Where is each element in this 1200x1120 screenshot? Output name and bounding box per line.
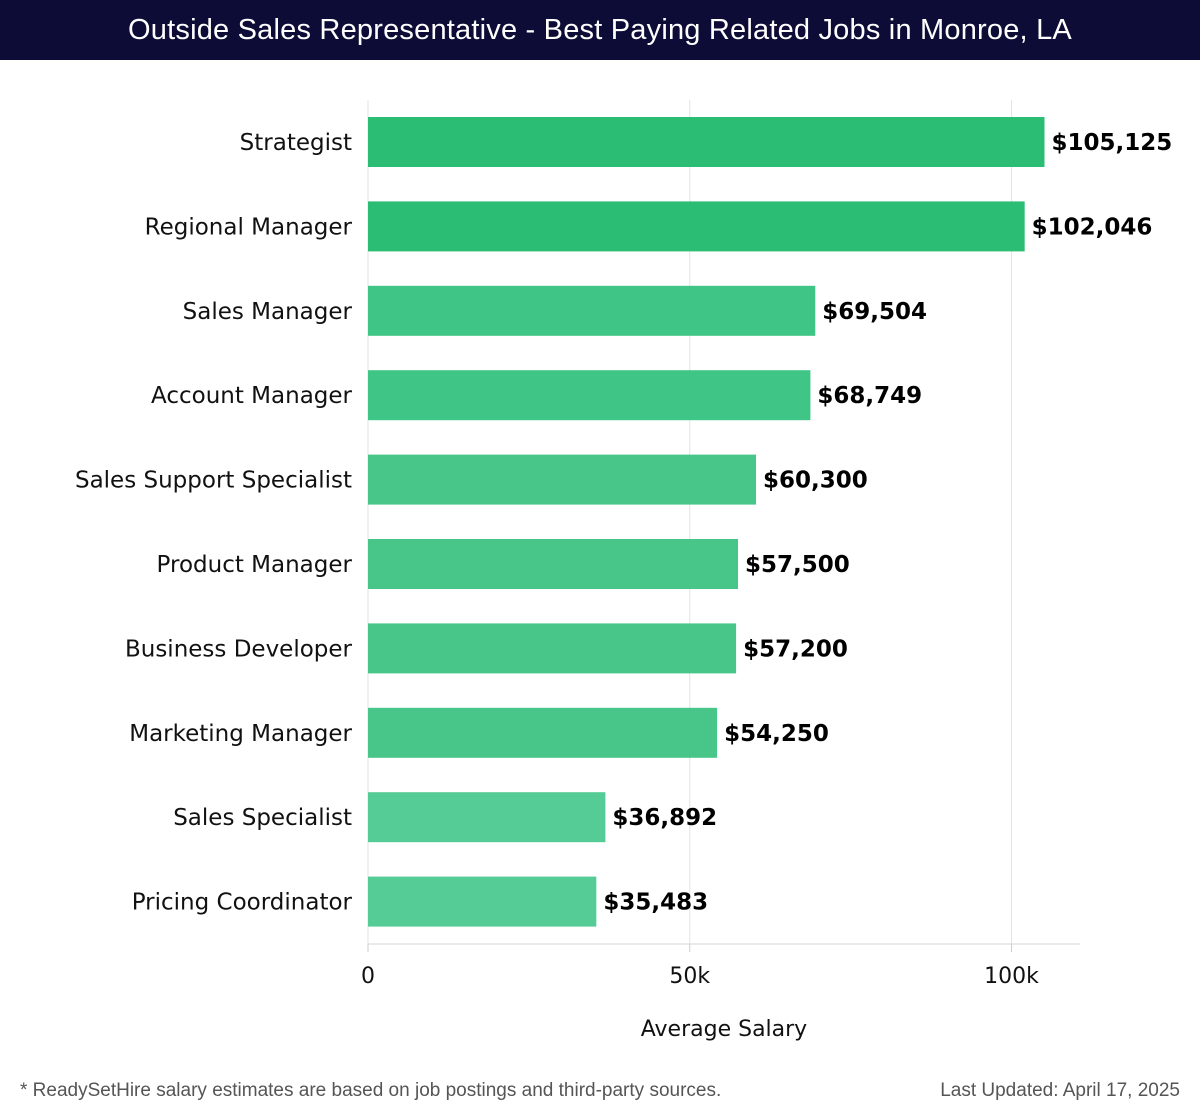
category-label: Strategist: [240, 130, 352, 156]
category-labels: Strategist Regional Manager Sales Manager A…: [75, 130, 353, 916]
value-labels: $105,125 $102,046 $69,504 $68,749 $60,300 $57…: [603, 130, 1172, 916]
x-tick-label: 0: [361, 964, 375, 989]
bar: [368, 707, 718, 758]
chart-title: Outside Sales Representative - Best Payi…: [128, 13, 1072, 46]
bars: [368, 117, 1045, 927]
category-label: Pricing Coordinator: [132, 890, 353, 916]
value-label: $105,125: [1051, 130, 1172, 156]
bar: [368, 876, 597, 927]
value-label: $60,300: [763, 468, 868, 494]
x-axis-title: Average Salary: [641, 1017, 807, 1042]
bar: [368, 201, 1025, 252]
chart-header: Outside Sales Representative - Best Payi…: [0, 0, 1200, 60]
value-label: $68,749: [817, 383, 922, 409]
bar: [368, 117, 1045, 167]
bar: [368, 285, 816, 336]
x-tick-label: 100k: [984, 964, 1039, 989]
last-updated: Last Updated: April 17, 2025: [940, 1080, 1180, 1101]
x-tick-label: 50k: [669, 964, 710, 989]
footnote: * ReadySetHire salary estimates are base…: [20, 1080, 722, 1101]
category-label: Product Manager: [157, 552, 353, 578]
bar: [368, 792, 606, 843]
value-label: $57,200: [743, 636, 848, 662]
category-label: Business Developer: [125, 636, 353, 662]
category-label: Sales Support Specialist: [75, 468, 352, 494]
category-label: Regional Manager: [145, 214, 353, 240]
x-axis: 0 50k 100k: [361, 943, 1080, 989]
value-label: $102,046: [1032, 214, 1153, 240]
value-label: $54,250: [724, 721, 829, 747]
bar: [368, 539, 739, 589]
category-label: Account Manager: [151, 383, 353, 409]
category-label: Sales Manager: [183, 299, 353, 325]
category-label: Marketing Manager: [129, 721, 352, 747]
category-label: Sales Specialist: [173, 805, 352, 831]
bar: [368, 623, 737, 674]
bar: [368, 370, 811, 421]
value-label: $36,892: [612, 805, 717, 831]
value-label: $69,504: [822, 299, 927, 325]
bar: [368, 454, 757, 505]
value-label: $57,500: [745, 552, 850, 578]
value-label: $35,483: [603, 890, 708, 916]
